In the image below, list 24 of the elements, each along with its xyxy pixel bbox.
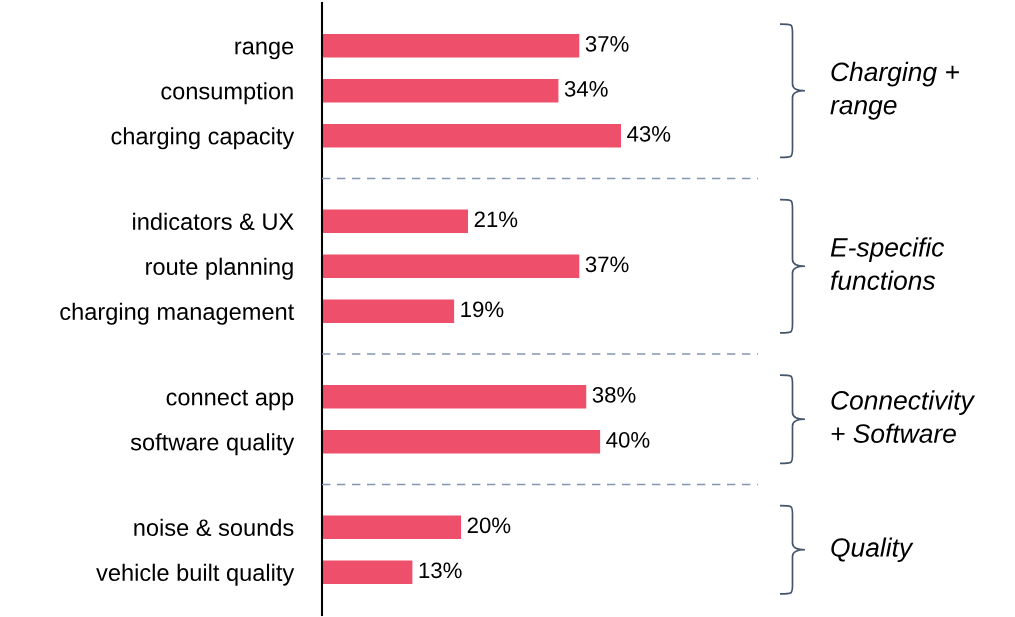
text: E-specific functions xyxy=(830,237,945,290)
text: Connectivity + Software xyxy=(831,390,976,443)
data-label: 40% xyxy=(606,431,650,448)
y-tick-label: range xyxy=(235,41,294,60)
data-label: 37% xyxy=(585,35,629,52)
text: Quality xyxy=(831,537,914,563)
data-label: 21% xyxy=(474,211,518,228)
text: Charging + range xyxy=(830,61,959,120)
data-label: 19% xyxy=(461,301,504,318)
y-tick-label: consumption xyxy=(161,82,293,105)
y-tick-label: charging capacity xyxy=(111,127,295,150)
data-label: 43% xyxy=(627,125,671,142)
y-tick-label: vehicle built quality xyxy=(96,563,295,586)
y-tick-label: connect app xyxy=(166,390,294,411)
y-tick-label: charging management xyxy=(60,302,295,325)
data-label: 20% xyxy=(467,517,511,534)
y-tick-label: route planning xyxy=(146,257,293,280)
y-tick-label: indicators & UX xyxy=(133,212,294,231)
data-label: 34% xyxy=(564,80,608,97)
data-label: 37% xyxy=(585,256,629,273)
data-label: 38% xyxy=(592,386,636,403)
data-label: 13% xyxy=(419,562,462,579)
y-tick-label: software quality xyxy=(130,433,295,456)
y-tick-label: noise & sounds xyxy=(134,518,294,537)
